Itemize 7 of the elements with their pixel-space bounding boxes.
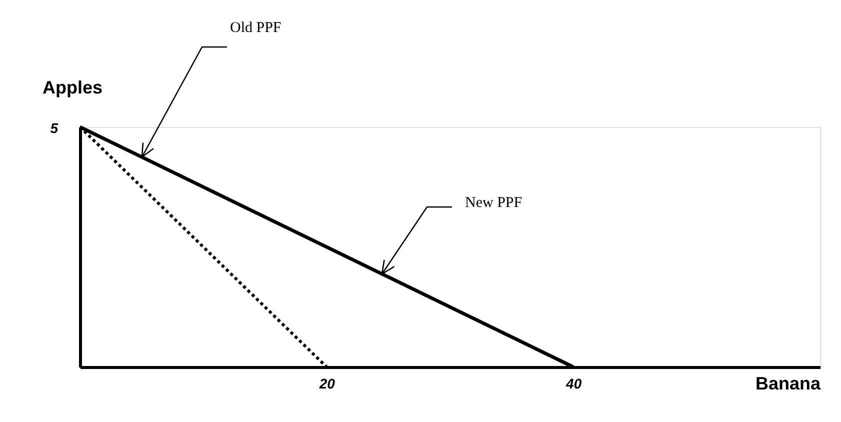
text: 5 bbox=[50, 120, 58, 136]
x-axis-title: Banana bbox=[755, 374, 822, 394]
annotation: New PPF bbox=[465, 195, 522, 211]
text: Old PPF bbox=[230, 20, 282, 36]
x-tick-label: 40 bbox=[565, 376, 582, 392]
x-tick-label: 20 bbox=[318, 376, 336, 392]
y-axis-title: Apples bbox=[42, 78, 103, 98]
